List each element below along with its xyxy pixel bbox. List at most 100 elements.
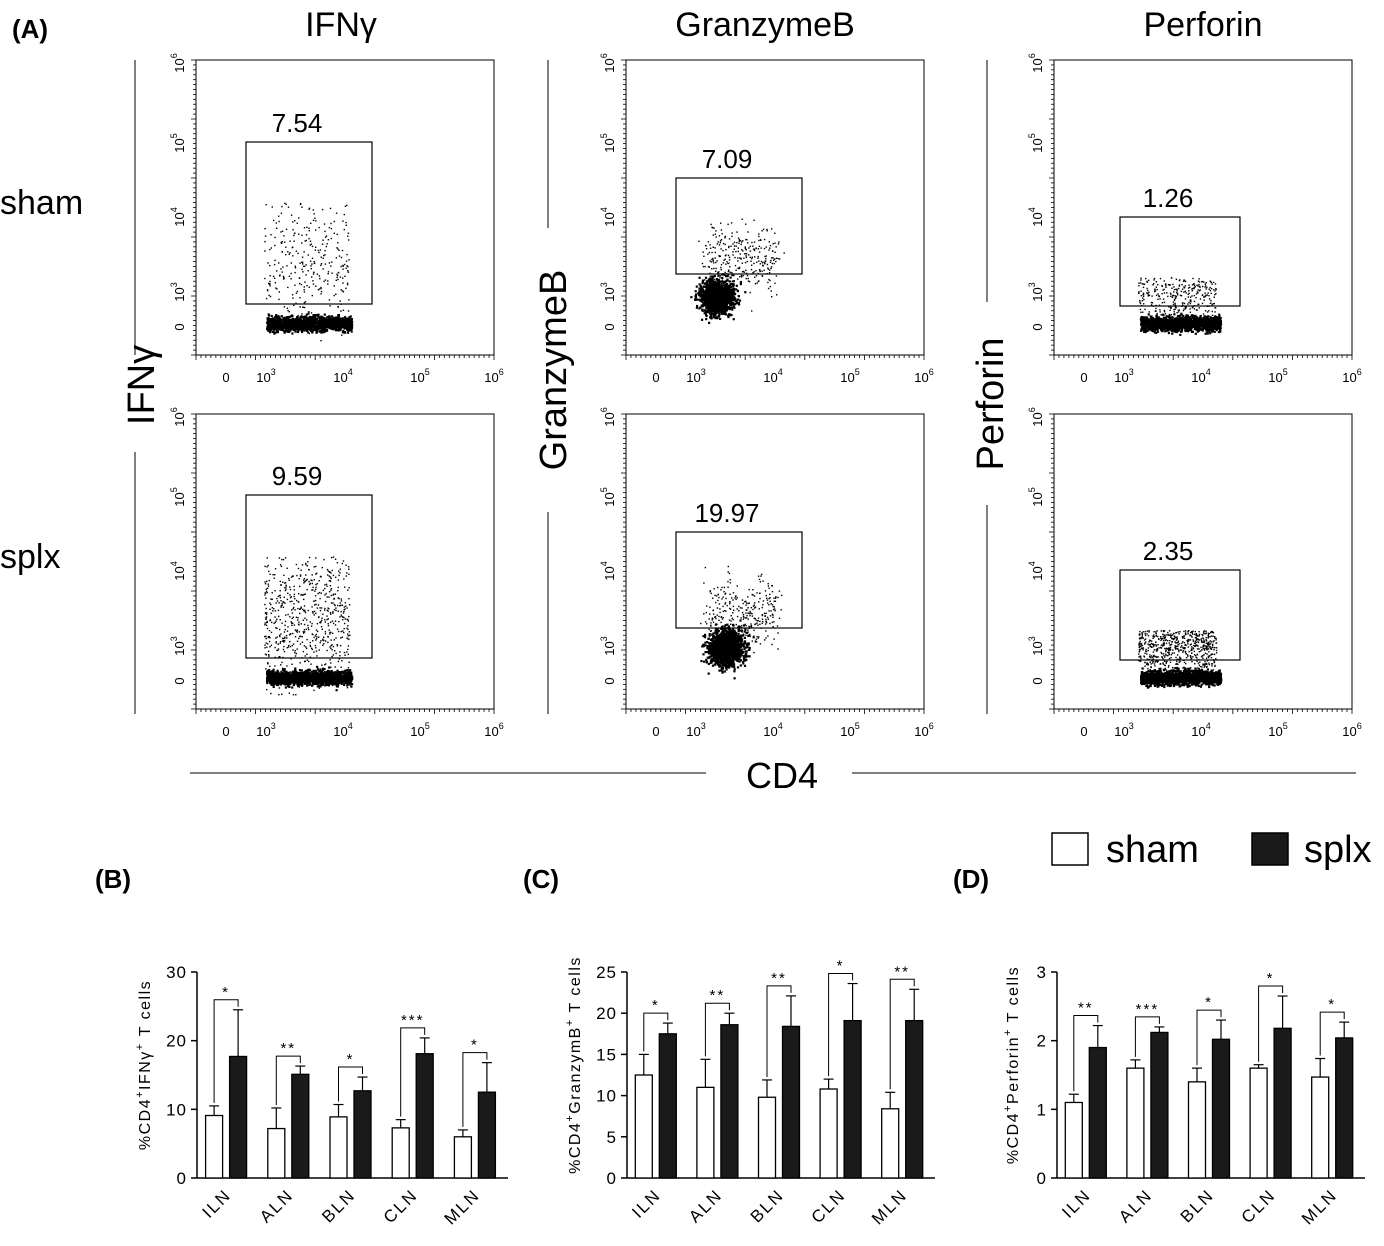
y-tick-label: 3 — [1037, 963, 1047, 982]
y-tick-label: 105 — [1027, 133, 1045, 152]
x-tick-label: 105 — [840, 721, 859, 739]
y-tick-label: 20 — [596, 1004, 617, 1023]
gate-box — [245, 141, 373, 305]
significance-bracket — [400, 1027, 426, 1117]
significance-bracket — [643, 1012, 669, 1052]
y-tick-label: 2 — [1037, 1032, 1047, 1051]
significance-mark: * — [652, 997, 660, 1014]
row-label-splx: splx — [0, 538, 60, 576]
x-tick-label: 0 — [1080, 370, 1087, 385]
significance-bracket — [1319, 1011, 1345, 1056]
gate-value: 7.54 — [272, 108, 323, 138]
y-tick-label: 10 — [596, 1087, 617, 1106]
category-label-cln: CLN — [380, 1185, 422, 1227]
significance-mark: * — [471, 1037, 479, 1054]
x-tick-label: 0 — [222, 370, 229, 385]
category-label-bln: BLN — [1177, 1185, 1218, 1226]
significance-bracket — [1134, 1016, 1160, 1057]
flow-plot-r1-c3: 0 103 104 105 106 0 103 104 105 106 1.26 — [1027, 53, 1362, 385]
flow-plot-r1-c2: 0 103 104 105 106 0 103 104 105 106 7.09 — [599, 53, 934, 385]
significance-bracket — [275, 1055, 301, 1105]
category-label-cln: CLN — [808, 1185, 850, 1227]
bar-sham-iln — [1064, 1101, 1083, 1179]
row-label-sham: sham — [0, 184, 83, 222]
y-tick-label: 106 — [169, 53, 187, 72]
gate-box — [675, 177, 803, 275]
y-tick-label: 105 — [599, 133, 617, 152]
gate-value: 1.26 — [1143, 183, 1194, 213]
legend-label-splx: splx — [1304, 829, 1372, 871]
x-tick-label: 103 — [256, 721, 275, 739]
bar-splx-mln — [905, 1019, 924, 1179]
y-axis-label: %CD4+GranzymB+ T cells — [564, 956, 584, 1174]
flow-plot-r1-c1: 0 103 104 105 106 0 103 104 105 106 7.54 — [169, 53, 504, 385]
y-tick-label: 0 — [177, 1169, 187, 1188]
category-label-bln: BLN — [318, 1185, 359, 1226]
gate-box — [245, 494, 373, 659]
y-tick-label: 20 — [166, 1032, 187, 1051]
y-axis-label: %CD4+Perforin+ T cells — [1002, 966, 1022, 1164]
y-axis-label-granzymeb: GranzymeB — [533, 270, 575, 471]
bar-sham-cln — [819, 1088, 838, 1179]
x-tick-label: 103 — [1114, 721, 1133, 739]
panel-a-flow-plots: (A) IFNγ GranzymeB Perforin sham splx IF… — [0, 6, 1362, 796]
x-tick-label: 105 — [410, 367, 429, 385]
y-axis-label-perforin: Perforin — [970, 337, 1012, 470]
y-tick-label: 0 — [1030, 323, 1045, 330]
y-tick-label: 0 — [1030, 677, 1045, 684]
bar-sham-iln — [634, 1074, 653, 1179]
bar-sham-mln — [881, 1108, 900, 1179]
y-tick-label: 104 — [169, 561, 187, 580]
x-tick-label: 104 — [333, 367, 352, 385]
bar-splx-cln — [415, 1053, 434, 1179]
event-dots — [700, 565, 783, 680]
y-tick-label: 104 — [169, 207, 187, 226]
y-tick-label: 103 — [599, 636, 617, 655]
bar-sham-bln — [1187, 1081, 1207, 1179]
x-tick-label: 103 — [686, 721, 705, 739]
significance-mark: ** — [771, 970, 787, 987]
y-tick-label: 5 — [607, 1128, 617, 1147]
significance-bracket — [766, 985, 792, 1077]
y-tick-label: 0 — [172, 677, 187, 684]
y-tick-label: 25 — [596, 963, 617, 982]
x-tick-label: 104 — [763, 367, 782, 385]
bar-splx-iln — [228, 1055, 248, 1179]
x-tick-label: 0 — [222, 724, 229, 739]
event-dots — [1138, 630, 1223, 689]
y-axis-label-ifng: IFNγ — [121, 345, 163, 425]
significance-bracket — [213, 999, 239, 1103]
bar-splx-aln — [720, 1024, 739, 1179]
category-label-aln: ALN — [256, 1185, 297, 1226]
y-tick-label: 106 — [599, 53, 617, 72]
significance-mark: * — [222, 984, 230, 1001]
x-tick-label: 106 — [1342, 367, 1361, 385]
gate-value: 19.97 — [694, 498, 759, 528]
category-label-mln: MLN — [441, 1185, 484, 1228]
x-axis-label-cd4: CD4 — [746, 755, 818, 796]
y-tick-label: 104 — [1027, 561, 1045, 580]
significance-bracket — [828, 973, 854, 1077]
gate-box — [1119, 569, 1241, 661]
category-label-mln: MLN — [1298, 1185, 1341, 1228]
category-label-iln: ILN — [199, 1185, 235, 1221]
event-dots — [264, 202, 354, 342]
y-tick-label: 1 — [1037, 1100, 1047, 1119]
y-tick-label: 106 — [1027, 53, 1045, 72]
category-label-aln: ALN — [1115, 1185, 1156, 1226]
significance-mark: *** — [1136, 1001, 1160, 1018]
gate-value: 2.35 — [1143, 536, 1194, 566]
bar-sham-iln — [204, 1114, 224, 1179]
bar-sham-bln — [329, 1116, 348, 1179]
x-tick-label: 104 — [333, 721, 352, 739]
y-tick-label: 105 — [169, 133, 187, 152]
x-tick-label: 106 — [484, 367, 503, 385]
y-tick-label: 105 — [1027, 487, 1045, 506]
y-tick-label: 105 — [169, 487, 187, 506]
plot-frame — [625, 413, 925, 710]
y-tick-label: 0 — [607, 1169, 617, 1188]
bar-sham-mln — [1311, 1076, 1330, 1179]
y-tick-label: 0 — [172, 323, 187, 330]
